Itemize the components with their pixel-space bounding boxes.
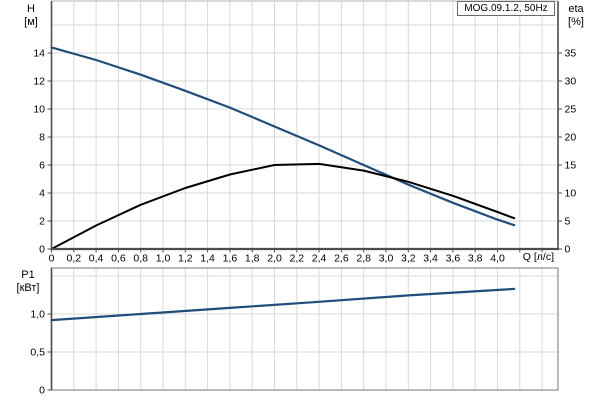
svg-text:0: 0 [565, 244, 571, 256]
top-tick-labels: 0 0,2 0,4 0,6 0,8 1,0 1,2 1,4 1,6 1,8 2,0 2,2 2,4 2,6… [33, 48, 576, 265]
svg-text:0,6: 0,6 [111, 253, 126, 265]
head-curve [50, 46, 516, 227]
svg-text:1,4: 1,4 [200, 253, 215, 265]
eta-axis-label: eta [%] [568, 3, 584, 28]
svg-text:4,0: 4,0 [490, 253, 505, 265]
bottom-axes [50, 267, 559, 391]
svg-text:2,0: 2,0 [267, 253, 282, 265]
top-curves [50, 46, 516, 250]
bottom-ticks [47, 313, 52, 391]
head-axis-label: H [м] [24, 3, 38, 28]
bottom-tick-labels: 0 0,5 1,0 [30, 309, 45, 397]
svg-text:25: 25 [565, 104, 577, 116]
svg-text:14: 14 [33, 48, 45, 60]
flow-axis-label: Q [л/с] [522, 251, 554, 263]
power-axis-label: P1 [кВт] [16, 269, 40, 294]
efficiency-curve [50, 162, 516, 250]
pump-model-badge: MOG.09.1.2, 50Hz [457, 1, 555, 16]
svg-text:1,0: 1,0 [30, 309, 45, 321]
bottom-gridlines [51, 268, 558, 390]
svg-text:3,0: 3,0 [379, 253, 394, 265]
svg-text:30: 30 [565, 76, 577, 88]
power-chart-group: 0 0,5 1,0 [30, 267, 559, 397]
svg-text:0: 0 [39, 385, 45, 397]
svg-text:5: 5 [565, 216, 571, 228]
bottom-curves [50, 287, 516, 322]
svg-text:20: 20 [565, 132, 577, 144]
svg-text:1,8: 1,8 [245, 253, 260, 265]
svg-text:0,4: 0,4 [89, 253, 104, 265]
svg-text:3,8: 3,8 [468, 253, 483, 265]
hq-eta-chart-group: 0 0,2 0,4 0,6 0,8 1,0 1,2 1,4 1,6 1,8 2,0 2,2 2,4 2,6… [33, 0, 576, 265]
svg-text:10: 10 [565, 188, 577, 200]
svg-text:8: 8 [39, 132, 45, 144]
svg-text:2,6: 2,6 [334, 253, 349, 265]
svg-text:2,4: 2,4 [312, 253, 327, 265]
svg-text:1,2: 1,2 [178, 253, 193, 265]
svg-text:3,4: 3,4 [423, 253, 438, 265]
svg-text:0: 0 [49, 253, 55, 265]
svg-text:12: 12 [33, 76, 45, 88]
svg-text:6: 6 [39, 160, 45, 172]
svg-text:2,2: 2,2 [289, 253, 304, 265]
svg-text:4: 4 [39, 188, 45, 200]
svg-text:3,6: 3,6 [446, 253, 461, 265]
top-ticks [47, 52, 562, 253]
svg-text:2,8: 2,8 [356, 253, 371, 265]
svg-text:1,0: 1,0 [156, 253, 171, 265]
power-curve [50, 287, 516, 322]
svg-text:2: 2 [39, 216, 45, 228]
svg-text:0,5: 0,5 [30, 347, 45, 359]
svg-text:10: 10 [33, 104, 45, 116]
svg-text:0: 0 [39, 244, 45, 256]
svg-text:35: 35 [565, 48, 577, 60]
svg-text:3,2: 3,2 [401, 253, 416, 265]
svg-text:15: 15 [565, 160, 577, 172]
svg-text:0,2: 0,2 [66, 253, 81, 265]
svg-text:1,6: 1,6 [223, 253, 238, 265]
svg-text:0,8: 0,8 [133, 253, 148, 265]
